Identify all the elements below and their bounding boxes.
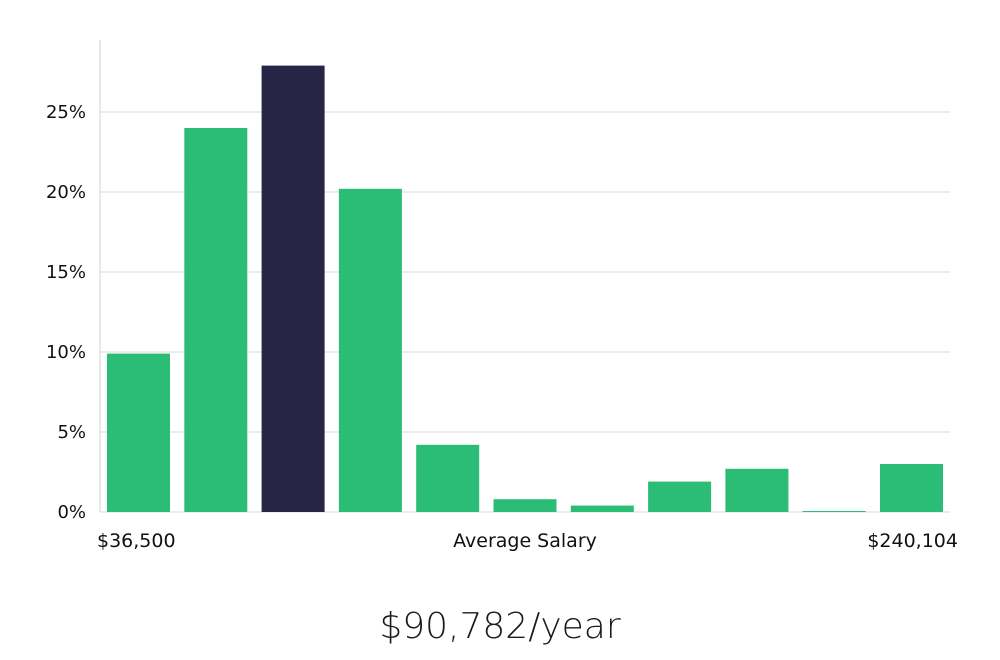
y-tick-label: 5%	[57, 422, 86, 443]
bar	[802, 511, 866, 512]
y-tick-label: 20%	[46, 182, 86, 203]
x-max-label: $240,104	[867, 530, 958, 552]
bar-highlighted	[261, 65, 325, 512]
bar	[107, 353, 170, 512]
bar	[493, 499, 557, 512]
x-min-label: $36,500	[97, 530, 176, 552]
bar	[184, 128, 248, 512]
y-tick-label: 10%	[46, 342, 86, 363]
bar	[880, 464, 943, 512]
average-salary-value: $90,782/year	[379, 606, 621, 647]
bar	[570, 505, 634, 512]
x-axis-title: Average Salary	[453, 530, 597, 552]
bar	[648, 481, 712, 512]
y-tick-labels: 0% 5% 10% 15% 20% 25%	[46, 102, 86, 523]
bar	[338, 188, 402, 513]
y-tick-label: 15%	[46, 262, 86, 283]
bar	[416, 444, 480, 512]
y-tick-label: 25%	[46, 102, 86, 123]
bar	[725, 468, 789, 512]
bars	[107, 65, 943, 513]
y-tick-label: 0%	[57, 502, 86, 523]
